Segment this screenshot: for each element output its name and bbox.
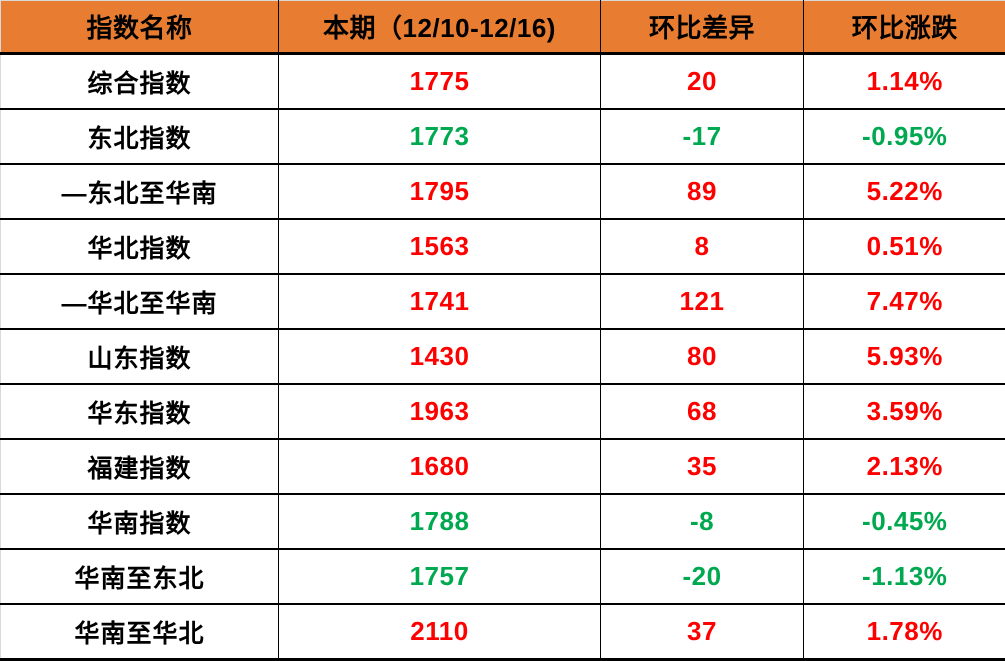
- cell-current-period: 1430: [279, 329, 601, 384]
- cell-current-period: 1757: [279, 549, 601, 604]
- cell-difference: -8: [601, 494, 804, 549]
- cell-change-percent: 7.47%: [804, 274, 1005, 329]
- cell-difference: 20: [601, 54, 804, 110]
- cell-current-period: 1795: [279, 164, 601, 219]
- cell-current-period: 1788: [279, 494, 601, 549]
- column-header-index-name: 指数名称: [1, 1, 279, 54]
- cell-current-period: 1775: [279, 54, 601, 110]
- cell-current-period: 1741: [279, 274, 601, 329]
- header-row: 指数名称 本期（12/10-12/16) 环比差异 环比涨跌: [1, 1, 1005, 54]
- column-header-current-period: 本期（12/10-12/16): [279, 1, 601, 54]
- cell-difference: 68: [601, 384, 804, 439]
- cell-index-name: —东北至华南: [1, 164, 279, 219]
- cell-current-period: 1773: [279, 109, 601, 164]
- cell-index-name: 华北指数: [1, 219, 279, 274]
- cell-change-percent: 1.14%: [804, 54, 1005, 110]
- cell-difference: 37: [601, 604, 804, 660]
- table-header: 指数名称 本期（12/10-12/16) 环比差异 环比涨跌: [1, 1, 1005, 54]
- cell-difference: -20: [601, 549, 804, 604]
- cell-current-period: 1963: [279, 384, 601, 439]
- cell-index-name: 华东指数: [1, 384, 279, 439]
- cell-index-name: —华北至华南: [1, 274, 279, 329]
- column-header-difference: 环比差异: [601, 1, 804, 54]
- cell-difference: 35: [601, 439, 804, 494]
- cell-change-percent: 5.22%: [804, 164, 1005, 219]
- cell-difference: 121: [601, 274, 804, 329]
- cell-difference: 89: [601, 164, 804, 219]
- cell-change-percent: 0.51%: [804, 219, 1005, 274]
- cell-change-percent: -0.45%: [804, 494, 1005, 549]
- cell-index-name: 山东指数: [1, 329, 279, 384]
- cell-difference: 80: [601, 329, 804, 384]
- cell-index-name: 华南指数: [1, 494, 279, 549]
- cell-change-percent: 1.78%: [804, 604, 1005, 660]
- cell-index-name: 东北指数: [1, 109, 279, 164]
- cell-difference: 8: [601, 219, 804, 274]
- cell-index-name: 综合指数: [1, 54, 279, 110]
- cell-current-period: 1563: [279, 219, 601, 274]
- cell-index-name: 华南至华北: [1, 604, 279, 660]
- cell-index-name: 华南至东北: [1, 549, 279, 604]
- cell-current-period: 2110: [279, 604, 601, 660]
- cell-difference: -17: [601, 109, 804, 164]
- cell-change-percent: 2.13%: [804, 439, 1005, 494]
- column-header-change-percent: 环比涨跌: [804, 1, 1005, 54]
- cell-change-percent: 3.59%: [804, 384, 1005, 439]
- cell-index-name: 福建指数: [1, 439, 279, 494]
- cell-change-percent: 5.93%: [804, 329, 1005, 384]
- cell-current-period: 1680: [279, 439, 601, 494]
- cell-change-percent: -0.95%: [804, 109, 1005, 164]
- cell-change-percent: -1.13%: [804, 549, 1005, 604]
